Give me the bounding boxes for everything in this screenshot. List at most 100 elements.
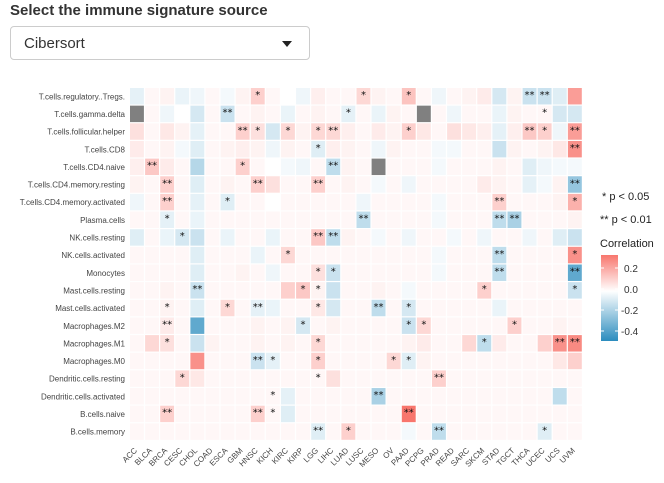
heatmap-cell-t-cells-follicular-helper-read bbox=[447, 123, 461, 140]
heatmap-cell-t-cells-follicular-helper-cesc bbox=[175, 123, 190, 140]
heatmap-cell-t-cells-gamma-delta-coad bbox=[205, 105, 220, 123]
significance-mark: * bbox=[406, 302, 411, 313]
heatmap-cell-b-cells-memory-chol bbox=[190, 423, 205, 440]
heatmap-cells bbox=[130, 88, 582, 440]
heatmap-cell-macrophages-m1-kirc bbox=[281, 335, 295, 352]
y-tick-label: T.cells.follicular.helper bbox=[47, 128, 125, 137]
heatmap-cell-monocytes-luad bbox=[341, 264, 356, 281]
heatmap-cell-nk-cells-activated-thca bbox=[522, 246, 537, 264]
heatmap-cell-t-cells-cd4-naive-pcpg bbox=[416, 158, 431, 176]
heatmap-cell-t-cells-follicular-helper-luad bbox=[341, 123, 356, 140]
heatmap-cell-nk-cells-activated-prad bbox=[432, 246, 446, 264]
heatmap-cell-dendritic-cells-resting-esca bbox=[220, 370, 235, 387]
heatmap-cell-nk-cells-resting-esca bbox=[220, 229, 235, 246]
heatmap-cell-dendritic-cells-resting-coad bbox=[205, 370, 220, 387]
heatmap-cell-t-cells-cd4-memory-activated-read bbox=[447, 193, 461, 211]
heatmap-cell-nk-cells-resting-acc bbox=[130, 229, 144, 246]
heatmap-cell-macrophages-m0-sarc bbox=[462, 352, 477, 370]
heatmap-cell-t-cells-cd4-naive-prad bbox=[432, 158, 446, 176]
heatmap-cell-t-cells-cd4-naive-acc bbox=[130, 158, 144, 176]
heatmap-cell-macrophages-m0-lgg bbox=[311, 352, 326, 370]
heatmap-cell-t-cells-cd4-memory-resting-lihc bbox=[326, 176, 341, 193]
heatmap-cell-t-cells-regulatory-tregs-luad bbox=[341, 88, 356, 105]
heatmap-cell-nk-cells-resting-kirc bbox=[281, 229, 295, 246]
heatmap-cell-nk-cells-activated-hnsc bbox=[250, 246, 265, 264]
heatmap-cell-t-cells-gamma-delta-pcpg bbox=[416, 105, 431, 123]
significance-mark: * bbox=[316, 355, 321, 366]
heatmap-cell-mast-cells-resting-kirp bbox=[296, 282, 310, 299]
heatmap-cell-t-cells-cd4-memory-resting-esca bbox=[220, 176, 235, 193]
heatmap-cell-nk-cells-resting-coad bbox=[205, 229, 220, 246]
heatmap-cell-t-cells-cd4-memory-activated-tgct bbox=[507, 193, 522, 211]
significance-mark: * bbox=[285, 125, 290, 136]
heatmap-cell-monocytes-ucec bbox=[537, 264, 552, 281]
heatmap-cell-t-cells-gamma-delta-stad bbox=[492, 105, 507, 123]
heatmap-cell-b-cells-naive-kirc bbox=[281, 405, 295, 423]
heatmap-cell-t-cells-regulatory-tregs-skcm bbox=[477, 88, 492, 105]
heatmap-cell-macrophages-m0-kich bbox=[265, 352, 280, 370]
heatmap-cell-nk-cells-activated-meso bbox=[371, 246, 386, 264]
significance-mark: * bbox=[512, 319, 517, 330]
heatmap-cell-t-cells-cd4-memory-resting-acc bbox=[130, 176, 144, 193]
significance-mark: * bbox=[331, 267, 336, 278]
signature-source-select[interactable]: Cibersort bbox=[10, 26, 310, 60]
heatmap-cell-macrophages-m0-ucs bbox=[552, 352, 567, 370]
heatmap-cell-t-cells-cd4-naive-luad bbox=[341, 158, 356, 176]
heatmap-cell-t-cells-follicular-helper-brca bbox=[160, 123, 175, 140]
heatmap-cell-b-cells-memory-read bbox=[447, 423, 461, 440]
heatmap-cell-dendritic-cells-resting-thca bbox=[522, 370, 537, 387]
heatmap-cell-mast-cells-resting-uvm bbox=[567, 282, 582, 299]
heatmap-cell-plasma-cells-brca bbox=[160, 211, 175, 228]
heatmap-cell-dendritic-cells-activated-ucec bbox=[537, 388, 552, 405]
page-title: Select the immune signature source bbox=[10, 2, 268, 19]
heatmap-cell-b-cells-naive-coad bbox=[205, 405, 220, 423]
heatmap-cell-t-cells-follicular-helper-skcm bbox=[477, 123, 492, 140]
heatmap-cell-t-cells-regulatory-tregs-sarc bbox=[462, 88, 477, 105]
x-tick-label: UCS bbox=[543, 446, 561, 464]
significance-mark: ** bbox=[238, 125, 248, 136]
heatmap-cell-plasma-cells-lgg bbox=[311, 211, 326, 228]
heatmap-cell-macrophages-m2-ucec bbox=[537, 317, 552, 334]
heatmap-cell-b-cells-memory-brca bbox=[160, 423, 175, 440]
heatmap-cell-nk-cells-activated-skcm bbox=[477, 246, 492, 264]
x-tick-label: KIRP bbox=[285, 446, 305, 466]
heatmap-cell-b-cells-naive-kirp bbox=[296, 405, 310, 423]
significance-mark: * bbox=[270, 390, 275, 401]
heatmap-cell-t-cells-gamma-delta-lusc bbox=[356, 105, 371, 123]
heatmap-cell-nk-cells-activated-luad bbox=[341, 246, 356, 264]
significance-mark: ** bbox=[494, 196, 504, 207]
heatmap-cell-mast-cells-resting-lgg bbox=[311, 282, 326, 299]
heatmap-cell-t-cells-cd4-naive-read bbox=[447, 158, 461, 176]
heatmap-cell-dendritic-cells-resting-read bbox=[447, 370, 461, 387]
y-tick-label: Mast.cells.activated bbox=[55, 304, 125, 313]
heatmap-cell-t-cells-cd4-memory-resting-chol bbox=[190, 176, 205, 193]
significance-mark: ** bbox=[313, 231, 323, 242]
heatmap-cell-t-cells-cd4-naive-sarc bbox=[462, 158, 477, 176]
heatmap-cell-dendritic-cells-activated-prad bbox=[432, 388, 446, 405]
heatmap-cell-nk-cells-activated-kich bbox=[265, 246, 280, 264]
heatmap-cell-macrophages-m1-read bbox=[447, 335, 461, 352]
heatmap-cell-plasma-cells-gbm bbox=[235, 211, 250, 228]
heatmap-cell-t-cells-follicular-helper-chol bbox=[190, 123, 205, 140]
heatmap-cell-t-cells-cd8-kirc bbox=[281, 140, 295, 158]
heatmap-cell-t-cells-follicular-helper-ucec bbox=[537, 123, 552, 140]
heatmap-cell-t-cells-follicular-helper-kirc bbox=[281, 123, 295, 140]
heatmap-cell-t-cells-cd4-naive-lusc bbox=[356, 158, 371, 176]
heatmap-cell-t-cells-cd4-memory-activated-ucs bbox=[552, 193, 567, 211]
heatmap-cell-t-cells-follicular-helper-pcpg bbox=[416, 123, 431, 140]
heatmap-cell-t-cells-cd8-brca bbox=[160, 140, 175, 158]
heatmap-cell-b-cells-naive-hnsc bbox=[250, 405, 265, 423]
heatmap-cell-t-cells-cd4-memory-resting-pcpg bbox=[416, 176, 431, 193]
heatmap-cell-plasma-cells-lihc bbox=[326, 211, 341, 228]
heatmap-cell-t-cells-gamma-delta-read bbox=[447, 105, 461, 123]
heatmap-cell-t-cells-cd8-skcm bbox=[477, 140, 492, 158]
legend-sig1: * p < 0.05 bbox=[602, 191, 649, 203]
heatmap-cell-plasma-cells-blca bbox=[145, 211, 159, 228]
heatmap-cell-plasma-cells-cesc bbox=[175, 211, 190, 228]
heatmap-cell-t-cells-cd4-naive-gbm bbox=[235, 158, 250, 176]
y-tick-label: Monocytes bbox=[86, 269, 125, 278]
heatmap-cell-t-cells-cd4-naive-blca bbox=[145, 158, 159, 176]
heatmap-cell-monocytes-coad bbox=[205, 264, 220, 281]
legend-tick-2: -0.2 bbox=[621, 306, 639, 317]
significance-mark: * bbox=[406, 319, 411, 330]
